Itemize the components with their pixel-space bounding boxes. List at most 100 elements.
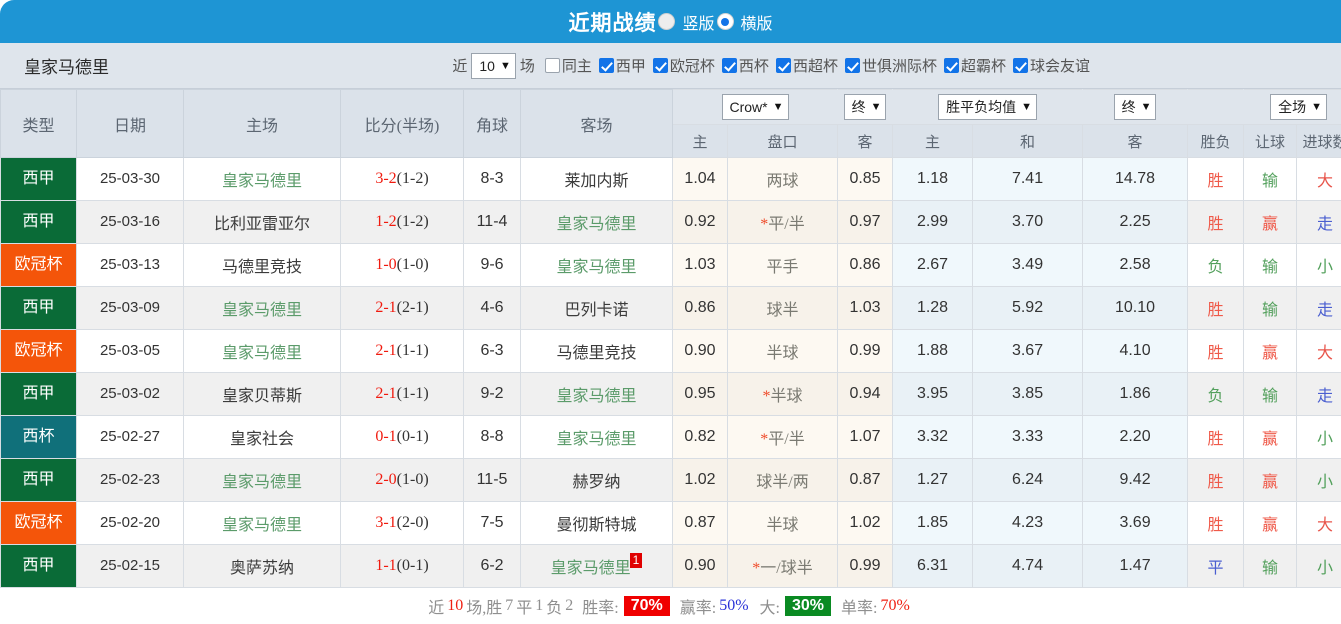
checkbox-league-0[interactable] [599, 58, 614, 73]
team-name[interactable]: 曼彻斯特城 [556, 517, 636, 534]
team-name[interactable]: 奥萨苏纳 [230, 560, 294, 577]
score-cell[interactable]: 2-1(1-1) [341, 373, 464, 416]
home-team-cell[interactable]: 马德里竞技 [184, 244, 341, 287]
checkbox-league-2[interactable] [722, 58, 737, 73]
team-name[interactable]: 皇家马德里 [222, 345, 302, 362]
team-name[interactable]: 皇家马德里 [551, 560, 631, 577]
home-team-cell[interactable]: 皇家贝蒂斯 [184, 373, 341, 416]
score-cell[interactable]: 2-1(1-1) [341, 330, 464, 373]
team-name[interactable]: 皇家社会 [230, 431, 294, 448]
summary-count: 10 [447, 597, 463, 615]
odds-home-cell: 2.99 [893, 201, 973, 244]
away-team-cell[interactable]: 巴列卡诺 [521, 287, 673, 330]
home-team-cell[interactable]: 皇家马德里 [184, 330, 341, 373]
team-name[interactable]: 莱加内斯 [564, 173, 628, 190]
home-team-cell[interactable]: 皇家马德里 [184, 459, 341, 502]
home-team-cell[interactable]: 比利亚雷亚尔 [184, 201, 341, 244]
handicap-company-select[interactable]: Crow* ▼ [722, 94, 789, 120]
odds-type-select[interactable]: 胜平负均值 ▼ [938, 94, 1037, 120]
team-name[interactable]: 皇家马德里 [222, 474, 302, 491]
away-team-cell[interactable]: 皇家马德里 [521, 373, 673, 416]
team-name[interactable]: 比利亚雷亚尔 [214, 216, 310, 233]
team-name[interactable]: 皇家马德里 [222, 302, 302, 319]
score-cell[interactable]: 2-1(2-1) [341, 287, 464, 330]
home-team-cell[interactable]: 皇家马德里 [184, 287, 341, 330]
odds-away-cell: 1.86 [1083, 373, 1188, 416]
score-cell[interactable]: 1-1(0-1) [341, 545, 464, 588]
home-team-cell[interactable]: 皇家社会 [184, 416, 341, 459]
away-team-cell[interactable]: 曼彻斯特城 [521, 502, 673, 545]
result-handicap: 赢 [1262, 517, 1278, 534]
away-team-cell[interactable]: 皇家马德里 [521, 416, 673, 459]
team-name[interactable]: 皇家马德里 [556, 388, 636, 405]
team-name[interactable]: 马德里竞技 [556, 345, 636, 362]
odds-away-cell: 14.78 [1083, 158, 1188, 201]
match-type-cell: 西甲 [1, 287, 77, 330]
radio-vertical-icon[interactable] [658, 13, 675, 30]
handicap-away-cell: 0.99 [838, 545, 893, 588]
away-team-cell[interactable]: 赫罗纳 [521, 459, 673, 502]
recent-count-select[interactable]: 10 ▼ [471, 53, 515, 79]
handicap-away-cell: 0.94 [838, 373, 893, 416]
scope-select[interactable]: 全场 ▼ [1270, 94, 1327, 120]
result-handicap-cell: 赢 [1244, 502, 1297, 545]
view-mode-horizontal[interactable]: 横版 [717, 10, 773, 34]
match-date: 25-02-15 [100, 557, 160, 574]
home-team-cell[interactable]: 皇家马德里 [184, 502, 341, 545]
score-cell[interactable]: 2-0(1-0) [341, 459, 464, 502]
big-rate-label: 大: [760, 594, 780, 618]
checkbox-league-5[interactable] [944, 58, 959, 73]
checkbox-same-home[interactable] [545, 58, 560, 73]
match-type-cell: 欧冠杯 [1, 244, 77, 287]
team-name[interactable]: 皇家贝蒂斯 [222, 388, 302, 405]
away-team-cell[interactable]: 莱加内斯 [521, 158, 673, 201]
team-badge: 1 [630, 553, 643, 568]
away-team-cell[interactable]: 马德里竞技 [521, 330, 673, 373]
team-name[interactable]: 巴列卡诺 [564, 302, 628, 319]
handicap-line: 半球 [767, 345, 799, 362]
result-wl-cell: 胜 [1188, 459, 1244, 502]
team-name[interactable]: 皇家马德里 [556, 259, 636, 276]
odds-period-select[interactable]: 终 ▼ [1114, 94, 1157, 120]
checkbox-league-3[interactable] [776, 58, 791, 73]
home-team-cell[interactable]: 皇家马德里 [184, 158, 341, 201]
score-cell[interactable]: 3-2(1-2) [341, 158, 464, 201]
away-team-cell[interactable]: 皇家马德里 [521, 201, 673, 244]
handicap-home-cell: 0.82 [673, 416, 728, 459]
score-cell[interactable]: 1-0(1-0) [341, 244, 464, 287]
result-goals-cell: 大 [1297, 502, 1341, 545]
checkbox-league-4[interactable] [845, 58, 860, 73]
odds-draw-cell: 3.85 [973, 373, 1083, 416]
handicap-period-select[interactable]: 终 ▼ [844, 94, 887, 120]
result-goals-cell: 大 [1297, 330, 1341, 373]
team-name[interactable]: 皇家马德里 [222, 173, 302, 190]
handicap-star-icon: * [752, 560, 760, 577]
score-cell[interactable]: 0-1(0-1) [341, 416, 464, 459]
away-team-cell[interactable]: 皇家马德里 [521, 244, 673, 287]
checkbox-league-1[interactable] [653, 58, 668, 73]
team-name[interactable]: 赫罗纳 [572, 474, 620, 491]
home-team-cell[interactable]: 奥萨苏纳 [184, 545, 341, 588]
view-mode-vertical[interactable]: 竖版 [658, 10, 714, 34]
team-name[interactable]: 马德里竞技 [222, 259, 302, 276]
score-cell[interactable]: 1-2(1-2) [341, 201, 464, 244]
radio-horizontal-icon[interactable] [717, 13, 734, 30]
team-name[interactable]: 皇家马德里 [222, 517, 302, 534]
score-cell[interactable]: 3-1(2-0) [341, 502, 464, 545]
team-name[interactable]: 皇家马德里 [556, 431, 636, 448]
checkbox-league-6[interactable] [1013, 58, 1028, 73]
chevron-down-icon: ▼ [500, 60, 511, 72]
team-name[interactable]: 皇家马德里 [556, 216, 636, 233]
